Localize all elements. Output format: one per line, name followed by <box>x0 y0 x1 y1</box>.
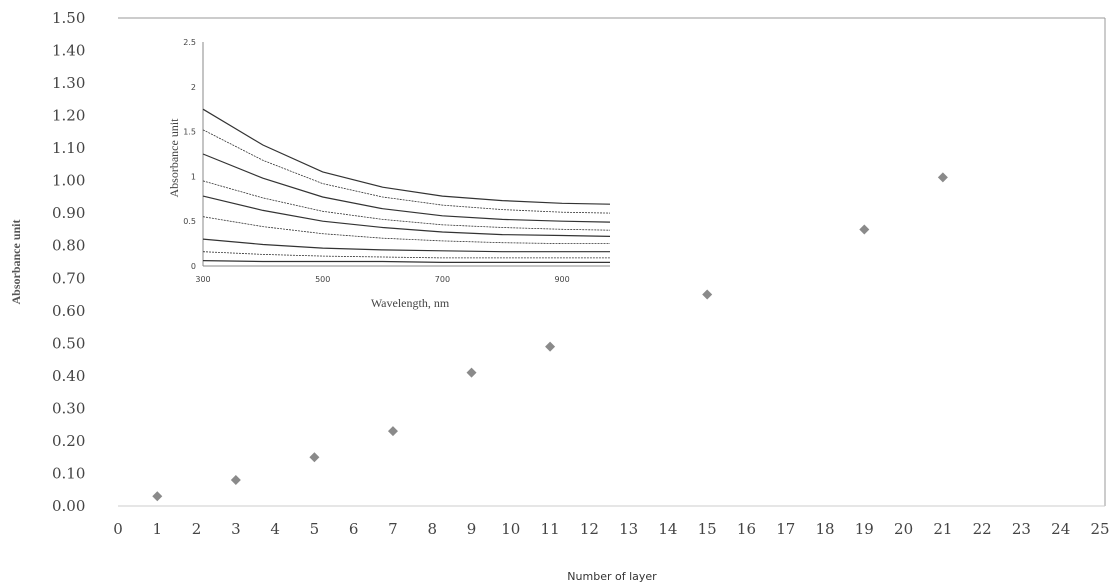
main-x-tick-label: 5 <box>310 520 320 538</box>
main-y-tick-label: 0.60 <box>52 302 85 320</box>
main-y-tick-label: 0.30 <box>52 399 85 417</box>
main-y-tick-label: 0.40 <box>52 367 85 385</box>
main-y-tick-label: 0.10 <box>52 464 85 482</box>
main-x-tick-label: 2 <box>192 520 202 538</box>
main-x-tick-labels: 0 1 2 3 4 5 6 7 8 9 10 11 12 13 14 15 16 17 18 19 20 21 22 23 24… <box>113 520 1109 538</box>
inset-series-line <box>202 251 610 259</box>
inset-series-line <box>202 153 611 223</box>
main-plot-area <box>118 17 1106 507</box>
main-y-tick-label: 1.20 <box>52 107 85 125</box>
main-y-tick-label: 1.40 <box>52 42 85 60</box>
inset-series-line <box>202 129 611 214</box>
main-data-point <box>309 452 320 463</box>
inset-series-line <box>202 216 610 244</box>
inset-y-tick-label: 0 <box>191 262 196 271</box>
main-y-tick-label: 1.00 <box>52 172 85 190</box>
inset-x-tick-label: 500 <box>315 275 330 284</box>
inset-x-tick-label: 700 <box>435 275 450 284</box>
main-x-tick-label: 3 <box>231 520 241 538</box>
inset-series-line <box>202 238 610 253</box>
main-data-point <box>387 426 398 437</box>
inset-x-tick-label: 300 <box>195 275 210 284</box>
inset-chart: 0 0.5 1 1.5 2 2.5 300 500 700 900 Absorbance uni… <box>167 38 611 310</box>
main-y-tick-label: 0.80 <box>52 237 85 255</box>
inset-series-line <box>202 180 611 231</box>
main-x-tick-label: 21 <box>933 520 952 538</box>
main-x-tick-label: 8 <box>427 520 437 538</box>
main-x-tick-label: 10 <box>501 520 520 538</box>
main-y-tick-label: 0.90 <box>52 204 85 222</box>
inset-y-tick-label: 2.5 <box>183 38 196 47</box>
inset-y-axis-title: Absorbance unit <box>167 118 181 198</box>
main-x-tick-label: 4 <box>270 520 280 538</box>
main-y-tick-label: 0.70 <box>52 269 85 287</box>
main-x-tick-label: 13 <box>619 520 638 538</box>
main-x-tick-label: 14 <box>658 520 677 538</box>
inset-x-tick-label: 900 <box>554 275 569 284</box>
main-data-point <box>230 474 241 485</box>
main-x-tick-label: 11 <box>541 520 560 538</box>
main-data-point <box>702 289 713 300</box>
main-x-tick-label: 22 <box>973 520 992 538</box>
main-x-tick-label: 15 <box>698 520 717 538</box>
inset-y-tick-label: 2 <box>191 83 196 92</box>
main-y-tick-labels: 0.00 0.10 0.20 0.30 0.40 0.50 0.60 0.70 0.80 0.90… <box>52 9 85 515</box>
inset-y-tick-labels: 0 0.5 1 1.5 2 2.5 <box>183 38 196 271</box>
inset-y-tick-label: 1.5 <box>183 128 196 137</box>
inset-series-lines <box>202 108 611 263</box>
inset-y-tick-label: 1 <box>191 172 196 181</box>
main-y-tick-label: 0.50 <box>52 334 85 352</box>
inset-series-line <box>202 260 610 263</box>
main-x-tick-label: 23 <box>1012 520 1031 538</box>
main-x-tick-label: 16 <box>737 520 756 538</box>
main-y-tick-label: 1.10 <box>52 139 85 157</box>
main-x-tick-label: 17 <box>776 520 795 538</box>
main-x-tick-label: 6 <box>349 520 359 538</box>
main-data-point <box>152 491 163 502</box>
inset-y-tick-label: 0.5 <box>183 217 196 226</box>
main-x-tick-label: 25 <box>1090 520 1109 538</box>
main-data-point <box>937 172 948 183</box>
main-data-point <box>545 341 556 352</box>
main-y-tick-label: 1.50 <box>52 9 85 27</box>
main-data-point <box>859 224 870 235</box>
main-x-tick-label: 20 <box>894 520 913 538</box>
main-x-tick-label: 24 <box>1051 520 1070 538</box>
inset-series-line <box>202 108 611 205</box>
main-x-tick-label: 9 <box>467 520 477 538</box>
main-x-tick-label: 12 <box>580 520 599 538</box>
main-x-tick-label: 18 <box>815 520 834 538</box>
main-x-axis-title: Number of layer <box>567 570 657 583</box>
main-y-tick-label: 0.00 <box>52 497 85 515</box>
inset-series-line <box>202 195 611 237</box>
main-y-tick-label: 1.30 <box>52 74 85 92</box>
main-y-tick-label: 0.20 <box>52 432 85 450</box>
inset-x-axis-title: Wavelength, nm <box>371 296 450 310</box>
main-x-tick-label: 19 <box>855 520 874 538</box>
main-x-tick-label: 7 <box>388 520 398 538</box>
main-x-tick-label: 0 <box>113 520 123 538</box>
main-data-point <box>466 367 477 378</box>
main-y-axis-title: Absorbance unit <box>9 219 23 304</box>
main-data-points <box>152 172 948 502</box>
main-x-tick-label: 1 <box>153 520 163 538</box>
inset-x-tick-labels: 300 500 700 900 <box>195 275 569 284</box>
